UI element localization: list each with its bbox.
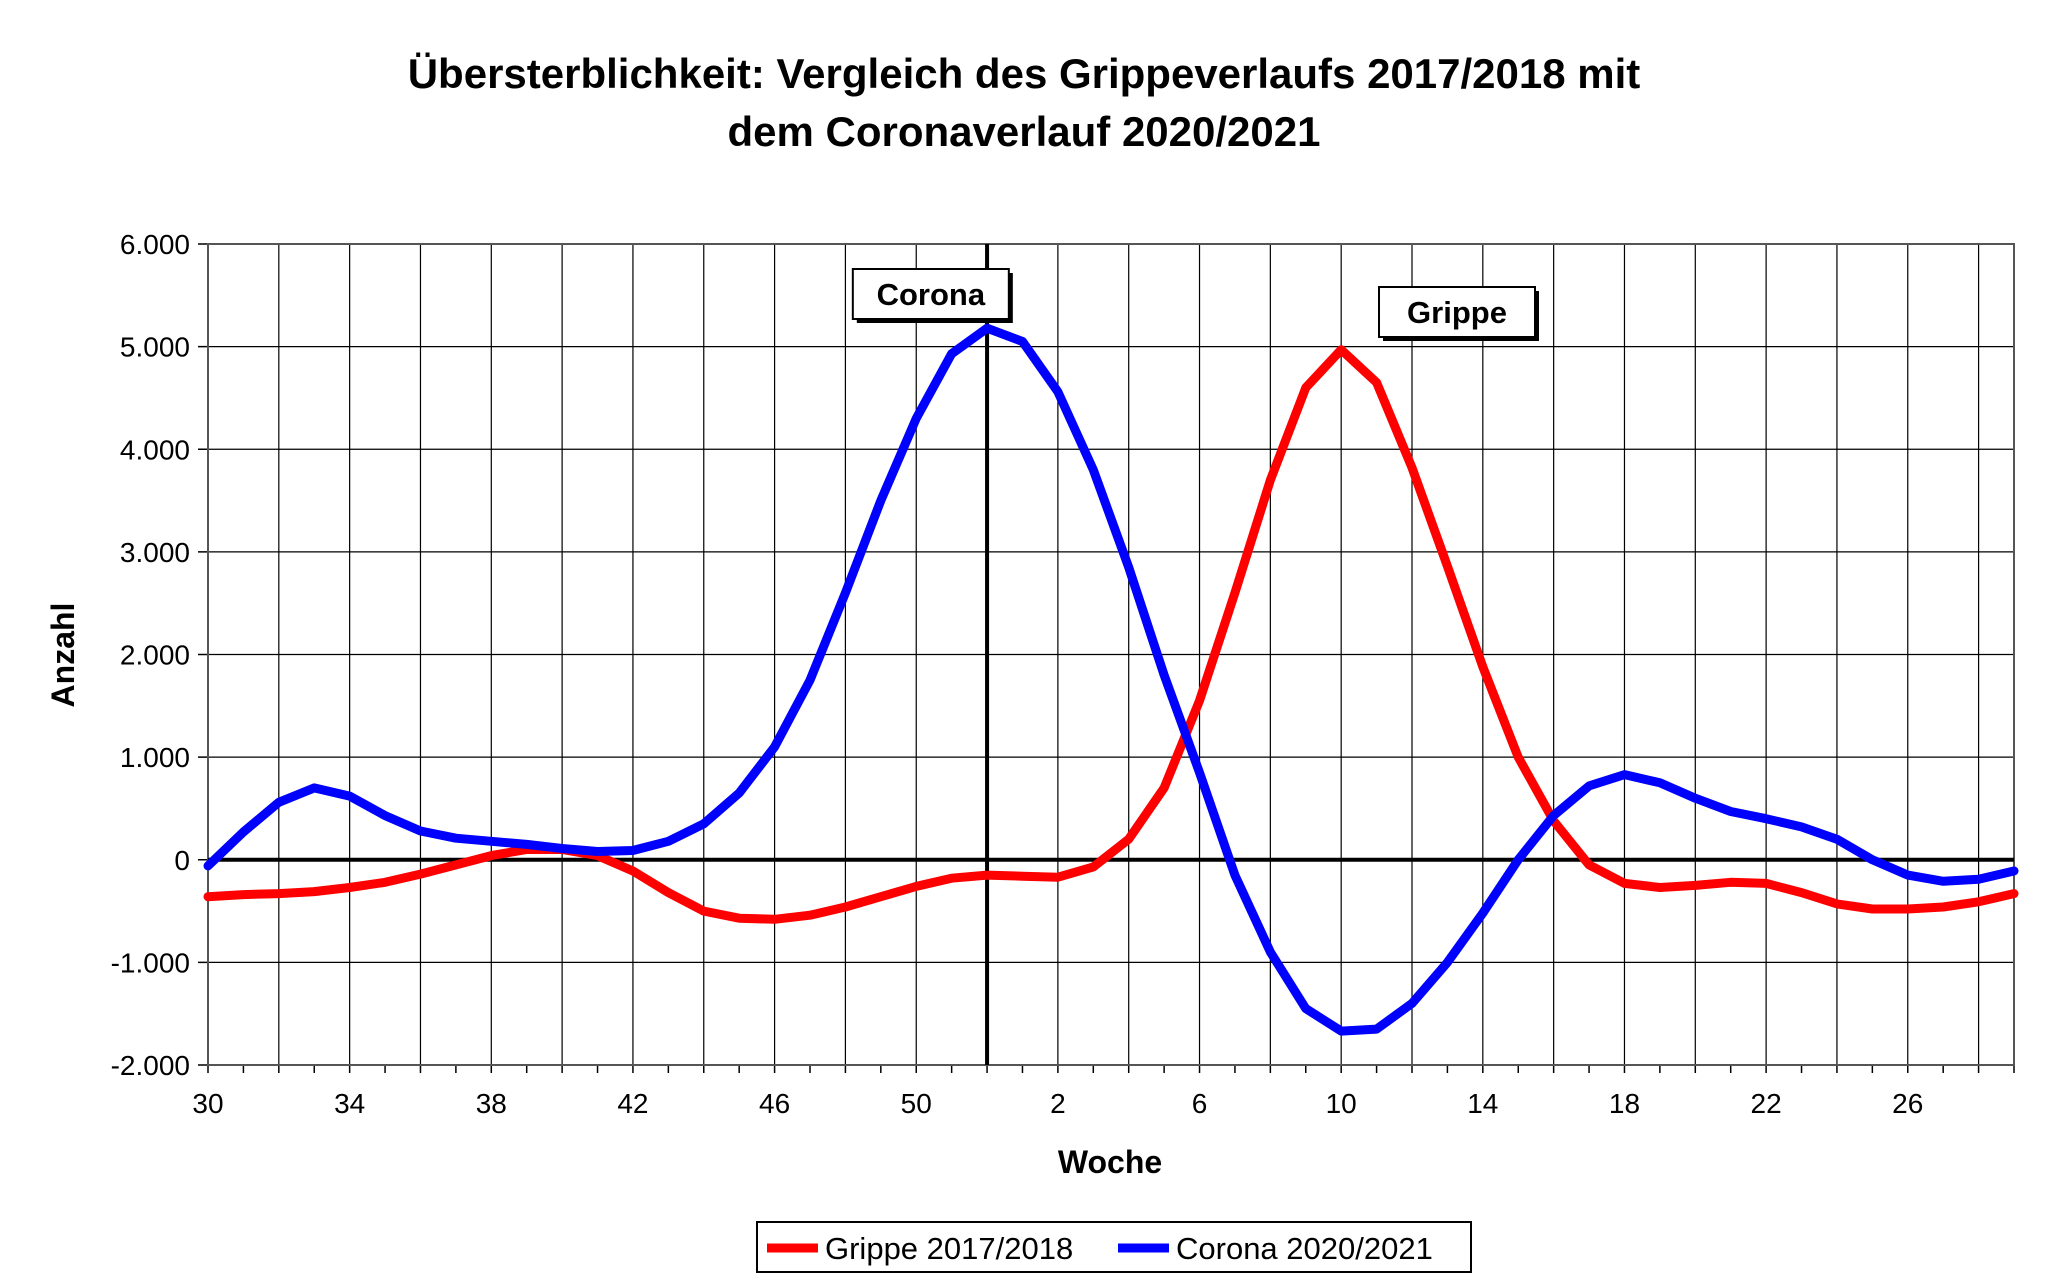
legend-label-grippe: Grippe 2017/2018 xyxy=(825,1231,1073,1266)
y-axis-label: Anzahl xyxy=(45,603,81,708)
x-tick-label-10: 10 xyxy=(1326,1088,1357,1119)
y-tick-label: 1.000 xyxy=(120,742,190,773)
plot-frame xyxy=(207,243,2015,1066)
x-tick-label-46: 46 xyxy=(759,1088,790,1119)
x-tick-label-30: 30 xyxy=(192,1088,223,1119)
x-tick-label-18: 18 xyxy=(1609,1088,1640,1119)
tick-labels: 30 34 38 42 46 50 2 6 10 14 18 22 266.0005.0004.0003… xyxy=(111,229,1924,1119)
annotation-label-grippe: Grippe xyxy=(1407,295,1507,330)
legend-box xyxy=(756,1221,1472,1273)
y-tick-label: -2.000 xyxy=(111,1050,190,1081)
x-tick-label-14: 14 xyxy=(1467,1088,1498,1119)
y-tick-label: -1.000 xyxy=(111,947,190,978)
x-tick-label-6: 6 xyxy=(1192,1088,1208,1119)
series xyxy=(203,323,2019,1036)
annotation-box xyxy=(851,268,1010,320)
grid xyxy=(198,243,2015,1073)
x-axis-label: Woche xyxy=(1058,1144,1162,1180)
chart-title-line-1: Übersterblichkeit: Vergleich des Grippev… xyxy=(408,50,1641,97)
y-tick-label: 4.000 xyxy=(120,434,190,465)
x-tick-label-34: 34 xyxy=(334,1088,365,1119)
legend: Grippe 2017/2018 Corona 2020/2021 xyxy=(756,1221,1472,1273)
y-tick-label: 0 xyxy=(174,845,190,876)
x-tick-label-26: 26 xyxy=(1892,1088,1923,1119)
annotation-label-corona: Corona xyxy=(877,277,986,312)
y-tick-label: 6.000 xyxy=(120,229,190,260)
series-line-corona xyxy=(203,323,2019,1036)
y-tick-label: 5.000 xyxy=(120,332,190,363)
x-tick-label-42: 42 xyxy=(617,1088,648,1119)
chart-title-line-2: dem Coronaverlauf 2020/2021 xyxy=(728,108,1321,155)
y-tick-label: 2.000 xyxy=(120,640,190,671)
legend-label-corona: Corona 2020/2021 xyxy=(1176,1231,1433,1266)
annotation-box xyxy=(1378,286,1536,338)
x-tick-label-22: 22 xyxy=(1751,1088,1782,1119)
x-tick-label-2: 2 xyxy=(1050,1088,1066,1119)
x-tick-label-38: 38 xyxy=(476,1088,507,1119)
x-tick-label-50: 50 xyxy=(901,1088,932,1119)
y-tick-label: 3.000 xyxy=(120,537,190,568)
annotations: Corona Grippe xyxy=(851,268,1539,341)
series-line-grippe xyxy=(203,345,2019,924)
